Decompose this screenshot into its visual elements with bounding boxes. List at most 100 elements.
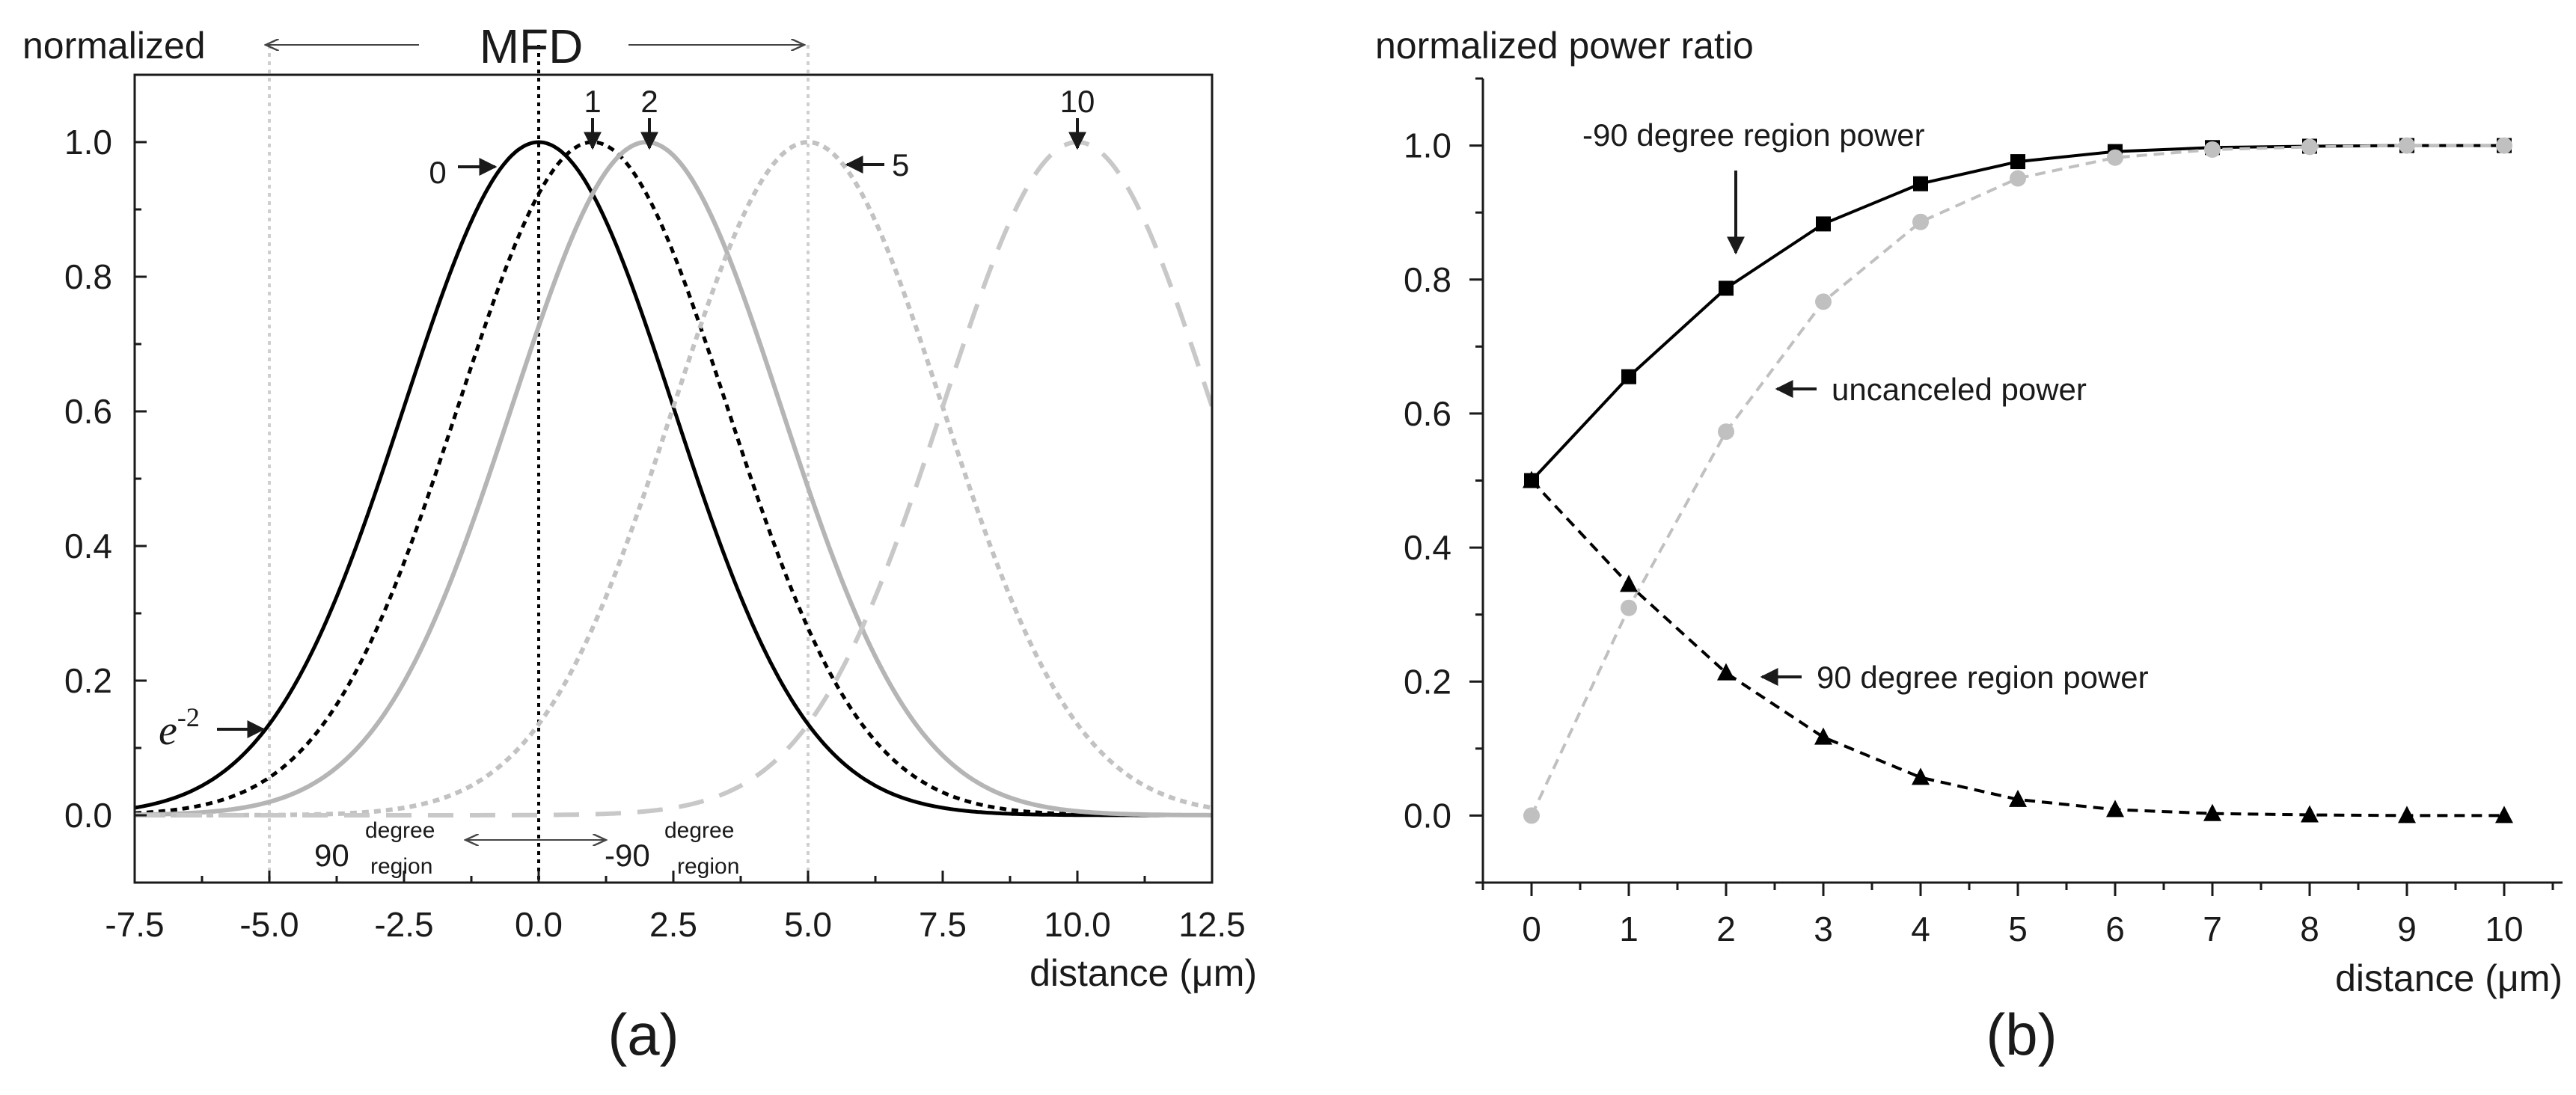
curve-1: [135, 140, 1212, 818]
x-tick-label-a: 5.0: [784, 905, 832, 944]
marker-square: [2010, 154, 2025, 170]
x-tick-label-b: 10: [2485, 910, 2523, 948]
mfd-label: MFD: [480, 19, 584, 73]
y-tick-label-b: 0.2: [1404, 662, 1451, 701]
label-90-region-power: 90 degree region power: [1817, 660, 2149, 695]
marker-triangle: [1814, 727, 1832, 745]
marker-triangle: [1717, 663, 1735, 681]
y-tick-label-b: 0.0: [1404, 796, 1451, 835]
marker-triangle: [1620, 574, 1638, 592]
e2-exponent: -2: [177, 702, 200, 732]
x-tick-label-b: 9: [2397, 910, 2417, 948]
x-tick-label-b: 8: [2300, 910, 2319, 948]
x-axis-title-b: distance (μm): [2335, 957, 2563, 999]
y-tick-label-b: 0.6: [1404, 394, 1451, 433]
x-tick-label-a: -2.5: [374, 905, 433, 944]
curve-5: [135, 139, 1212, 818]
e2-label: e-2: [159, 702, 200, 754]
x-tick-label-b: 6: [2105, 910, 2125, 948]
curve-label-10: 10: [1060, 84, 1095, 119]
x-tick-label-a: 12.5: [1178, 905, 1246, 944]
y-tick-label-a: 0.4: [64, 527, 112, 565]
series-markers-b: [1523, 137, 2513, 824]
panel-b: 0 1 2 3 4 5 6 7 8 9 10 0.0 0.2 0.4 0.6 0.8 1.0 normalize…: [1375, 25, 2563, 1067]
marker-triangle: [2495, 806, 2513, 823]
region-left-sub: region: [370, 854, 432, 879]
marker-triangle: [2301, 805, 2319, 823]
marker-circle: [2107, 149, 2123, 166]
y-axis-title-b: normalized power ratio: [1375, 25, 1754, 67]
region-right-sub: region: [677, 854, 739, 879]
marker-circle: [1523, 807, 1540, 824]
x-tick-label-a: 2.5: [649, 905, 697, 944]
axis-ticks-b: [1469, 77, 2554, 896]
series-line-1: [1530, 144, 2504, 817]
marker-circle: [1912, 213, 1929, 230]
region-right-sup: degree: [664, 818, 734, 843]
y-axis-title-a: normalized: [22, 25, 206, 67]
x-tick-label-a: 0.0: [515, 905, 563, 944]
marker-circle: [2301, 138, 2318, 156]
y-tick-label-a: 0.2: [64, 661, 112, 700]
plot-frame-a: [133, 73, 1214, 884]
y-tick-label-a: 0.0: [64, 796, 112, 835]
y-tick-label-a: 0.6: [64, 392, 112, 431]
axis-ticks-a: [133, 73, 1214, 884]
curve-2: [135, 139, 1212, 818]
marker-circle: [2496, 137, 2512, 154]
x-tick-label-a: 7.5: [919, 905, 967, 944]
x-tick-label-b: 3: [1814, 910, 1833, 948]
y-tick-label-b: 1.0: [1404, 126, 1451, 165]
y-tick-label-b: 0.4: [1404, 528, 1451, 567]
panel-label-b: (b): [1986, 1002, 2057, 1067]
gaussian-curves: [135, 139, 1212, 818]
curve-label-2: 2: [640, 84, 658, 119]
curve-label-0: 0: [429, 155, 446, 190]
panel-a: -7.5 -5.0 -2.5 0.0 2.5 5.0 7.5 10.0 12.5 0.0 0.2 0.…: [22, 19, 1257, 1067]
x-tick-label-b: 7: [2203, 910, 2222, 948]
x-tick-label-b: 4: [1911, 910, 1930, 948]
series-line-0: [1530, 144, 2504, 482]
marker-triangle: [1523, 470, 1541, 488]
marker-triangle: [2106, 800, 2124, 818]
y-tick-label-a: 0.8: [64, 257, 112, 296]
x-tick-label-a: 10.0: [1044, 905, 1111, 944]
region-left-sup: degree: [365, 818, 435, 843]
marker-square: [1719, 280, 1734, 296]
marker-triangle: [1912, 767, 1930, 785]
marker-square: [1621, 369, 1636, 384]
marker-circle: [2010, 170, 2026, 187]
label-uncanceled-power: uncanceled power: [1832, 372, 2087, 407]
marker-triangle: [2009, 789, 2027, 807]
label-minus90-region-power: -90 degree region power: [1582, 117, 1925, 153]
curve-label-5: 5: [892, 147, 909, 182]
x-axis-title-a: distance (μm): [1030, 952, 1257, 994]
curve-0: [135, 140, 1212, 818]
x-tick-label-b: 1: [1619, 910, 1639, 948]
tick-labels-b: 0 1 2 3 4 5 6 7 8 9 10 0.0 0.2 0.4 0.6 0.8 1.0: [1404, 126, 2524, 948]
panel-label-a: (a): [608, 1002, 679, 1067]
marker-circle: [2204, 141, 2221, 158]
e2-base: e: [159, 708, 177, 754]
tick-labels-a: -7.5 -5.0 -2.5 0.0 2.5 5.0 7.5 10.0 12.5 0.0 0.2 0.…: [64, 123, 1246, 944]
series-line-2: [1530, 479, 2504, 818]
curve-label-1: 1: [584, 84, 601, 119]
x-tick-label-b: 0: [1522, 910, 1541, 948]
marker-circle: [1621, 599, 1637, 616]
y-tick-label-a: 1.0: [64, 123, 112, 162]
marker-triangle: [2203, 803, 2221, 821]
marker-square: [1913, 176, 1928, 191]
marker-square: [1816, 216, 1831, 232]
x-tick-label-a: -7.5: [105, 905, 164, 944]
marker-circle: [1815, 293, 1832, 310]
x-tick-label-b: 2: [1716, 910, 1736, 948]
x-tick-label-a: -5.0: [239, 905, 299, 944]
region-left-number: 90: [314, 838, 349, 873]
marker-circle: [1718, 423, 1734, 441]
x-tick-label-b: 5: [2008, 910, 2028, 948]
curve-10: [135, 139, 1212, 818]
series-lines-b: [1530, 144, 2504, 818]
marker-triangle: [2398, 806, 2416, 823]
y-tick-label-b: 0.8: [1404, 260, 1451, 299]
